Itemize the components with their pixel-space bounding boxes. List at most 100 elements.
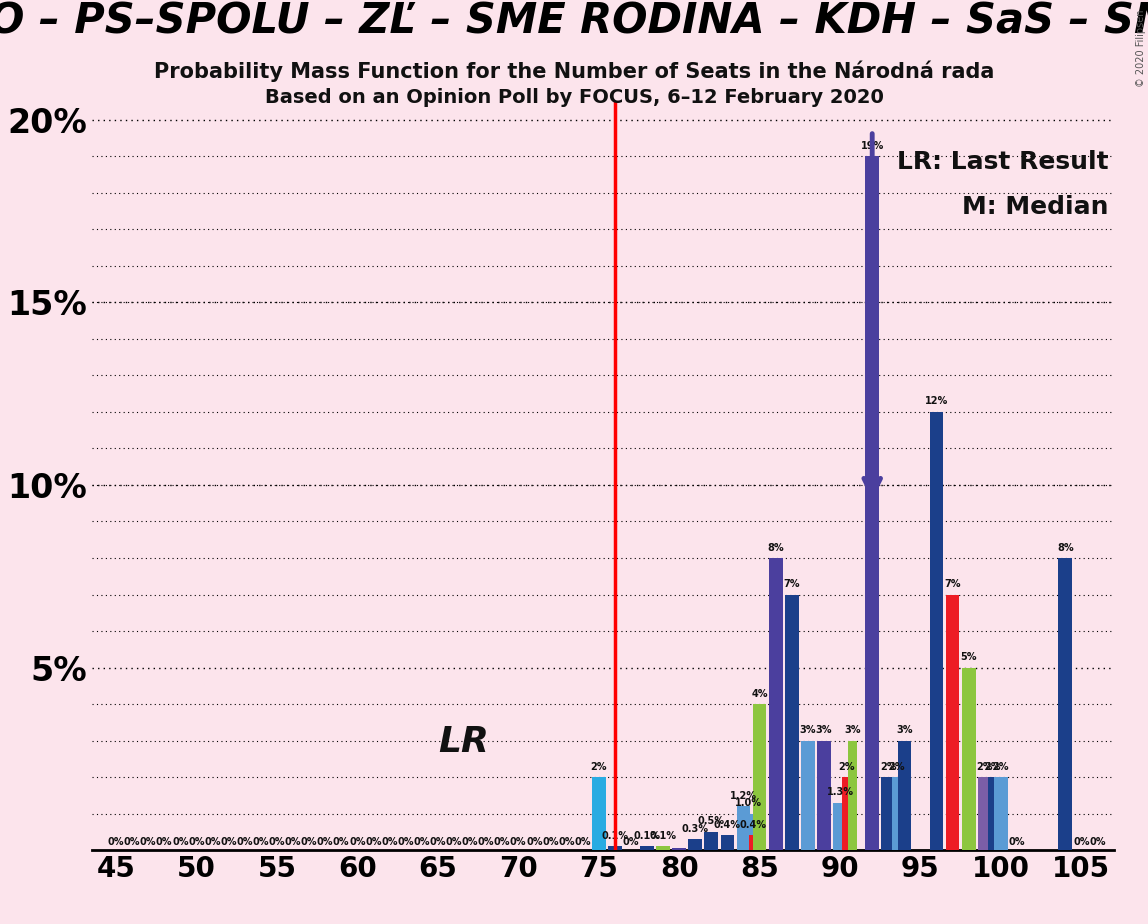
Bar: [817, 740, 831, 850]
Bar: [841, 777, 851, 850]
Text: 0.1%: 0.1%: [650, 831, 676, 841]
Text: 3%: 3%: [816, 725, 832, 736]
Text: Based on an Opinion Poll by FOCUS, 6–12 February 2020: Based on an Opinion Poll by FOCUS, 6–12 …: [264, 88, 884, 107]
Text: 0.1%: 0.1%: [634, 831, 660, 841]
Text: 0%: 0%: [140, 837, 156, 847]
Bar: [657, 846, 670, 850]
Text: 0.4%: 0.4%: [739, 820, 767, 830]
Text: 7%: 7%: [783, 579, 800, 589]
Text: 0%: 0%: [220, 837, 236, 847]
Bar: [785, 594, 799, 850]
Text: © 2020 Filipsen: © 2020 Filipsen: [1135, 9, 1146, 87]
Text: 2%: 2%: [881, 761, 897, 772]
Text: 0%: 0%: [204, 837, 220, 847]
Bar: [892, 777, 901, 850]
Text: 0%: 0%: [172, 837, 188, 847]
Text: 0%: 0%: [301, 837, 317, 847]
Text: LR: Last Result: LR: Last Result: [897, 151, 1109, 175]
Text: 1.2%: 1.2%: [730, 791, 757, 801]
Text: 0%: 0%: [574, 837, 591, 847]
Bar: [994, 777, 1008, 850]
Text: 0%: 0%: [253, 837, 269, 847]
Text: 0.3%: 0.3%: [682, 823, 708, 833]
Bar: [898, 740, 912, 850]
Bar: [988, 777, 998, 850]
Text: 0%: 0%: [333, 837, 349, 847]
Text: 0%: 0%: [542, 837, 559, 847]
Text: 0%: 0%: [494, 837, 511, 847]
Text: 2%: 2%: [977, 761, 993, 772]
Text: 0%: 0%: [397, 837, 413, 847]
Bar: [608, 846, 621, 850]
Bar: [748, 835, 758, 850]
Text: 0%: 0%: [429, 837, 447, 847]
Text: 0%: 0%: [156, 837, 172, 847]
Text: 8%: 8%: [1057, 542, 1073, 553]
Bar: [641, 846, 654, 850]
Bar: [705, 832, 719, 850]
Bar: [930, 412, 944, 850]
Text: M: Median: M: Median: [962, 195, 1109, 219]
Text: 0%: 0%: [1089, 837, 1106, 847]
Text: 0.5%: 0.5%: [698, 816, 724, 826]
Text: 0%: 0%: [381, 837, 397, 847]
Text: 8%: 8%: [767, 542, 784, 553]
Text: 2%: 2%: [889, 761, 905, 772]
Bar: [1058, 558, 1072, 850]
Text: 4%: 4%: [751, 688, 768, 699]
Text: 0%: 0%: [478, 837, 495, 847]
Bar: [737, 807, 751, 850]
Text: Probability Mass Function for the Number of Seats in the Národná rada: Probability Mass Function for the Number…: [154, 60, 994, 81]
Text: 1.3%: 1.3%: [827, 787, 853, 797]
Bar: [689, 839, 703, 850]
Text: 0%: 0%: [108, 837, 124, 847]
Text: 3%: 3%: [845, 725, 861, 736]
Text: O – PS–SPOLU – ZĽ – SME RODINA – KDH – SaS – SMK: O – PS–SPOLU – ZĽ – SME RODINA – KDH – S…: [0, 0, 1148, 42]
Text: 5%: 5%: [961, 652, 977, 663]
Text: 0%: 0%: [349, 837, 365, 847]
Text: 0%: 0%: [461, 837, 479, 847]
Bar: [721, 835, 735, 850]
Bar: [673, 848, 687, 850]
Text: 0%: 0%: [285, 837, 301, 847]
Text: 2%: 2%: [985, 761, 1001, 772]
Text: 1.0%: 1.0%: [735, 798, 762, 808]
Text: LR: LR: [437, 724, 489, 759]
Text: 3%: 3%: [800, 725, 816, 736]
Text: 0%: 0%: [236, 837, 253, 847]
Bar: [769, 558, 783, 850]
Bar: [978, 777, 992, 850]
Text: 0%: 0%: [124, 837, 140, 847]
Text: 0%: 0%: [413, 837, 430, 847]
Text: 2%: 2%: [838, 761, 855, 772]
Text: 2%: 2%: [590, 761, 607, 772]
Text: 0%: 0%: [317, 837, 333, 847]
Text: 0%: 0%: [445, 837, 463, 847]
Text: 2%: 2%: [993, 761, 1009, 772]
Bar: [882, 777, 895, 850]
Text: 0%: 0%: [1009, 837, 1025, 847]
Text: 0%: 0%: [558, 837, 575, 847]
Text: 0%: 0%: [269, 837, 285, 847]
Text: 3%: 3%: [897, 725, 913, 736]
Bar: [962, 667, 976, 850]
Text: 0%: 0%: [365, 837, 381, 847]
Bar: [833, 803, 847, 850]
Text: 0%: 0%: [526, 837, 543, 847]
Bar: [753, 704, 767, 850]
Bar: [848, 740, 858, 850]
Text: 0%: 0%: [622, 837, 639, 847]
Bar: [801, 740, 815, 850]
Bar: [866, 156, 879, 850]
Text: 19%: 19%: [861, 141, 884, 151]
Text: 0%: 0%: [1073, 837, 1089, 847]
Bar: [592, 777, 605, 850]
Text: 0%: 0%: [510, 837, 527, 847]
Text: 0%: 0%: [188, 837, 204, 847]
Text: 12%: 12%: [925, 396, 948, 407]
Text: 0.1%: 0.1%: [602, 831, 628, 841]
Bar: [946, 594, 960, 850]
Text: 0.4%: 0.4%: [714, 820, 740, 830]
Bar: [744, 813, 753, 850]
Text: 7%: 7%: [945, 579, 961, 589]
